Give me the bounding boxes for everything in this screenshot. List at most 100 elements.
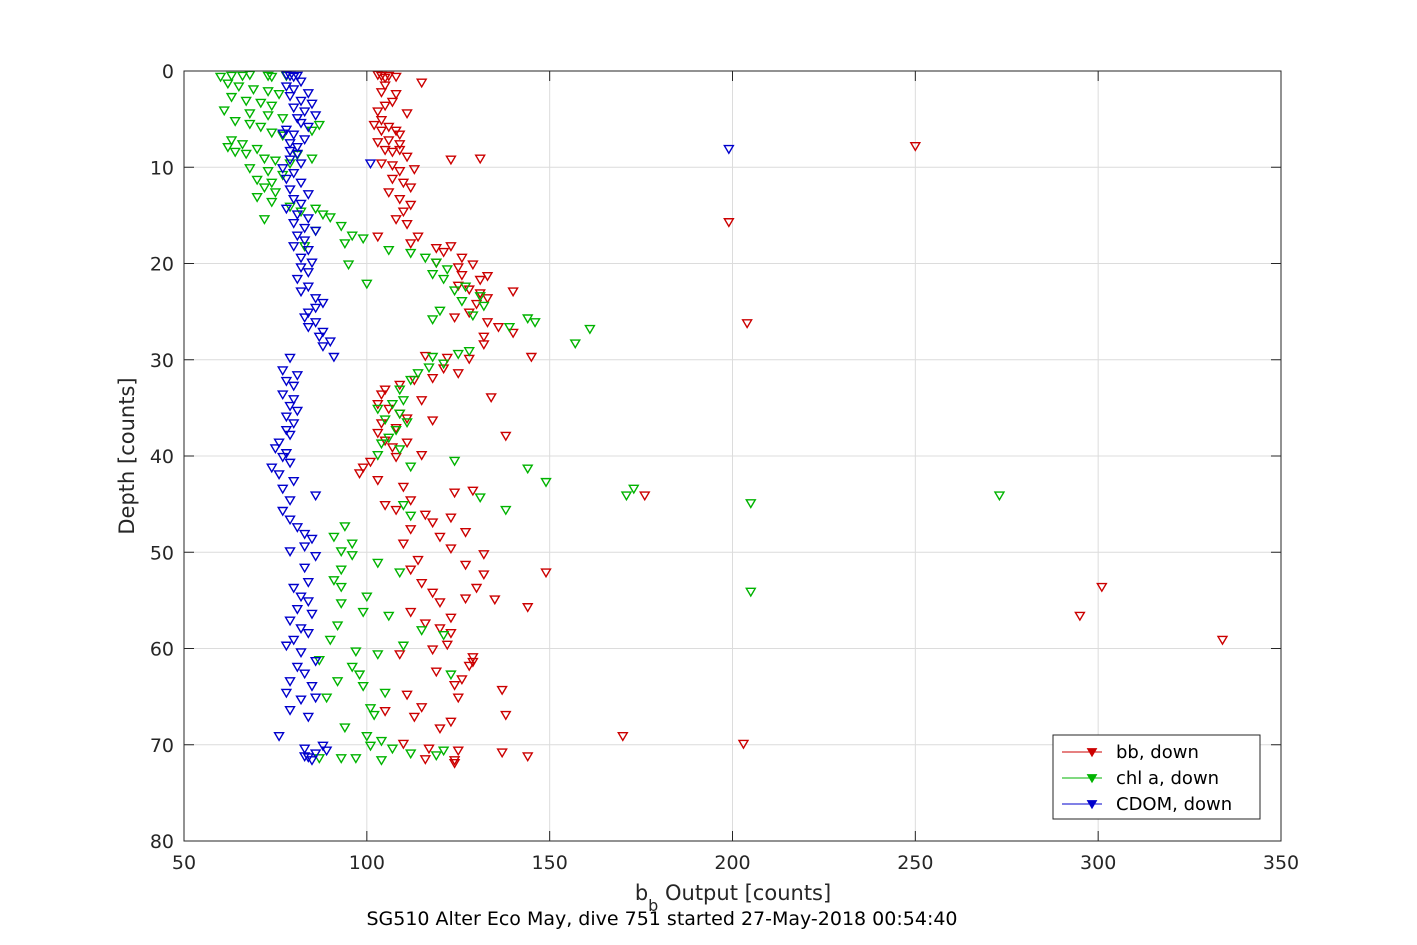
data-point (277, 390, 289, 401)
data-point (569, 339, 581, 350)
data-point (317, 210, 329, 221)
data-point (306, 258, 318, 269)
data-point (467, 311, 479, 322)
data-point (478, 332, 490, 343)
data-point (434, 598, 446, 608)
data-point (397, 396, 410, 406)
data-point (456, 675, 468, 685)
data-point (309, 552, 322, 562)
data-point (379, 81, 391, 92)
data-point (335, 599, 347, 609)
data-point (240, 96, 252, 107)
data-point (287, 419, 300, 429)
data-point (525, 352, 538, 363)
data-point (452, 349, 464, 360)
legend-marker (1086, 748, 1098, 758)
data-point (386, 147, 399, 158)
data-point (459, 527, 472, 538)
data-point (298, 563, 311, 574)
data-point (313, 332, 326, 343)
data-point (280, 204, 293, 215)
data-point (1074, 611, 1086, 622)
data-point (426, 588, 439, 599)
data-point (284, 146, 296, 157)
data-point (408, 712, 421, 723)
data-point (287, 381, 300, 392)
data-point (394, 409, 406, 420)
data-point (233, 82, 245, 93)
data-point (426, 416, 439, 427)
data-point (404, 525, 417, 535)
data-point (255, 122, 267, 133)
data-point (394, 167, 406, 177)
data-point (375, 756, 388, 766)
legend-marker (1086, 800, 1098, 810)
data-point (328, 576, 340, 586)
data-point (445, 242, 457, 252)
data-point (404, 239, 417, 249)
data-point (404, 749, 417, 760)
data-point (489, 595, 501, 606)
data-point (291, 371, 304, 381)
data-point (419, 510, 432, 521)
data-point (287, 583, 300, 594)
data-point (522, 752, 534, 762)
data-point (302, 578, 315, 588)
data-point (375, 390, 388, 401)
data-point (266, 128, 278, 139)
data-point (262, 87, 274, 97)
data-point (412, 232, 424, 243)
y-tick-label: 20 (150, 254, 174, 276)
data-point (448, 756, 461, 766)
data-point (379, 385, 391, 396)
data-point (390, 452, 402, 463)
data-point (415, 703, 428, 713)
data-point (255, 98, 267, 109)
data-point (262, 71, 274, 82)
data-point (474, 154, 486, 165)
data-point (284, 616, 296, 627)
data-point (394, 380, 406, 391)
data-point (295, 77, 307, 88)
data-point (302, 712, 315, 723)
data-point (339, 522, 351, 532)
data-point (500, 710, 512, 721)
data-point (266, 178, 278, 189)
data-point (372, 558, 384, 569)
x-axis-label-rest: Output [counts] (658, 881, 831, 905)
data-point (284, 496, 296, 506)
data-point (390, 72, 402, 83)
data-point (745, 499, 757, 509)
data-point (474, 292, 486, 302)
data-point (280, 376, 293, 387)
data-point (445, 670, 457, 681)
data-point (287, 130, 300, 141)
legend-label: bb, down (1116, 742, 1199, 763)
data-point (273, 732, 285, 742)
data-point (306, 99, 318, 110)
data-point (309, 318, 322, 328)
data-points (214, 70, 1229, 769)
data-point (266, 101, 278, 112)
data-point (331, 677, 344, 687)
data-point (426, 373, 439, 384)
data-point (350, 647, 362, 658)
data-point (379, 145, 391, 156)
data-point (236, 71, 249, 82)
data-point (353, 469, 366, 479)
data-point (419, 253, 432, 264)
y-tick-label: 30 (150, 350, 174, 372)
x-axis-label-base: b (635, 881, 648, 905)
data-point (441, 265, 454, 275)
x-tick-label: 100 (349, 852, 385, 874)
data-point (375, 88, 388, 98)
data-point (434, 624, 446, 634)
data-point (419, 351, 432, 362)
data-point (298, 313, 311, 324)
data-point (324, 337, 336, 348)
data-point (423, 363, 435, 374)
data-point (284, 185, 296, 196)
data-point (269, 156, 282, 167)
data-point (445, 629, 457, 639)
data-point (390, 215, 402, 225)
